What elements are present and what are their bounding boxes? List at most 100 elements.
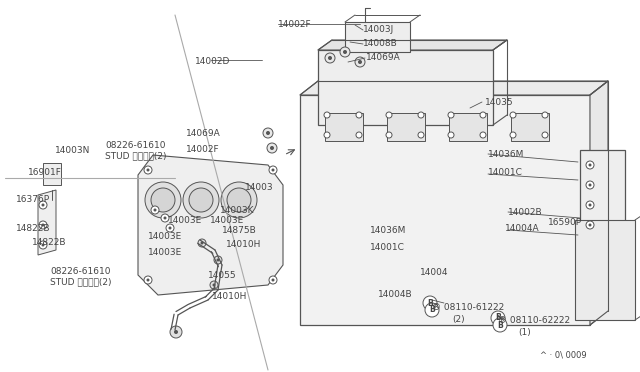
Bar: [325, 113, 363, 141]
Circle shape: [39, 201, 47, 209]
Text: 14069A: 14069A: [366, 53, 401, 62]
Text: ^ · 0\ 0009: ^ · 0\ 0009: [540, 350, 587, 359]
Polygon shape: [318, 40, 507, 50]
Circle shape: [210, 281, 218, 289]
Circle shape: [189, 188, 213, 212]
Text: 16376P: 16376P: [16, 195, 50, 204]
Bar: [43, 163, 61, 185]
Bar: [300, 95, 590, 325]
Circle shape: [324, 112, 330, 118]
Bar: [387, 113, 425, 141]
Circle shape: [212, 283, 216, 286]
Text: 14002F: 14002F: [186, 145, 220, 154]
Circle shape: [198, 239, 206, 247]
Circle shape: [221, 182, 257, 218]
Circle shape: [448, 112, 454, 118]
Text: 14001C: 14001C: [488, 168, 523, 177]
Circle shape: [263, 128, 273, 138]
Text: 14004B: 14004B: [378, 290, 413, 299]
Circle shape: [491, 311, 505, 325]
Text: 14069A: 14069A: [186, 129, 221, 138]
Text: 14036M: 14036M: [488, 150, 524, 159]
Text: 14002F: 14002F: [278, 20, 312, 29]
Circle shape: [183, 182, 219, 218]
Text: 14010H: 14010H: [212, 292, 248, 301]
Text: 14003E: 14003E: [148, 232, 182, 241]
Text: STUD スタッド(2): STUD スタッド(2): [50, 277, 111, 286]
Text: 14008B: 14008B: [363, 39, 397, 48]
Bar: [575, 220, 635, 320]
Polygon shape: [138, 155, 283, 295]
Circle shape: [493, 318, 507, 332]
Text: 14002D: 14002D: [195, 57, 230, 66]
Circle shape: [161, 214, 169, 222]
Circle shape: [147, 279, 150, 282]
Circle shape: [423, 296, 437, 310]
Circle shape: [200, 241, 204, 244]
Text: 14010H: 14010H: [226, 240, 261, 249]
Circle shape: [356, 112, 362, 118]
Circle shape: [586, 181, 594, 189]
Circle shape: [42, 203, 45, 206]
Text: 14003E: 14003E: [168, 216, 202, 225]
Circle shape: [170, 326, 182, 338]
Circle shape: [358, 60, 362, 64]
Text: 14004: 14004: [420, 268, 449, 277]
Circle shape: [269, 166, 277, 174]
Circle shape: [39, 221, 47, 229]
Text: B: B: [429, 305, 435, 314]
Circle shape: [448, 132, 454, 138]
Circle shape: [145, 182, 181, 218]
Circle shape: [151, 206, 159, 214]
Text: 14003E: 14003E: [148, 248, 182, 257]
Bar: [318, 50, 493, 125]
Circle shape: [144, 166, 152, 174]
Circle shape: [163, 217, 166, 219]
Circle shape: [343, 50, 347, 54]
Polygon shape: [590, 81, 608, 325]
Circle shape: [356, 132, 362, 138]
Circle shape: [266, 131, 270, 135]
Text: 14036M: 14036M: [370, 226, 406, 235]
Circle shape: [589, 183, 591, 186]
Circle shape: [418, 132, 424, 138]
Circle shape: [216, 259, 220, 262]
Circle shape: [42, 244, 45, 247]
Text: 08226-61610: 08226-61610: [50, 267, 111, 276]
Text: ® 08110-61222: ® 08110-61222: [432, 303, 504, 312]
Circle shape: [510, 112, 516, 118]
Circle shape: [586, 201, 594, 209]
Text: 14822B: 14822B: [32, 238, 67, 247]
Bar: [345, 22, 410, 52]
Bar: [449, 113, 487, 141]
Bar: [511, 113, 549, 141]
Text: 14003N: 14003N: [55, 146, 90, 155]
Circle shape: [151, 188, 175, 212]
Text: 14003K: 14003K: [220, 206, 255, 215]
Text: (1): (1): [518, 328, 531, 337]
Text: 16590P: 16590P: [548, 218, 582, 227]
Circle shape: [542, 112, 548, 118]
Circle shape: [589, 164, 591, 167]
Circle shape: [325, 53, 335, 63]
Polygon shape: [300, 81, 608, 95]
Circle shape: [542, 132, 548, 138]
Circle shape: [214, 256, 222, 264]
Circle shape: [166, 224, 174, 232]
Text: 08226-61610: 08226-61610: [105, 141, 166, 150]
Circle shape: [386, 112, 392, 118]
Text: 14055: 14055: [208, 271, 237, 280]
Text: B: B: [497, 321, 503, 330]
Circle shape: [144, 276, 152, 284]
Circle shape: [340, 47, 350, 57]
Circle shape: [227, 188, 251, 212]
Text: 14001C: 14001C: [370, 243, 405, 252]
Circle shape: [154, 208, 157, 212]
Text: 14002B: 14002B: [508, 208, 543, 217]
Circle shape: [355, 57, 365, 67]
Text: 16901F: 16901F: [28, 168, 62, 177]
Circle shape: [510, 132, 516, 138]
Circle shape: [480, 112, 486, 118]
Circle shape: [39, 241, 47, 249]
Circle shape: [271, 169, 275, 171]
